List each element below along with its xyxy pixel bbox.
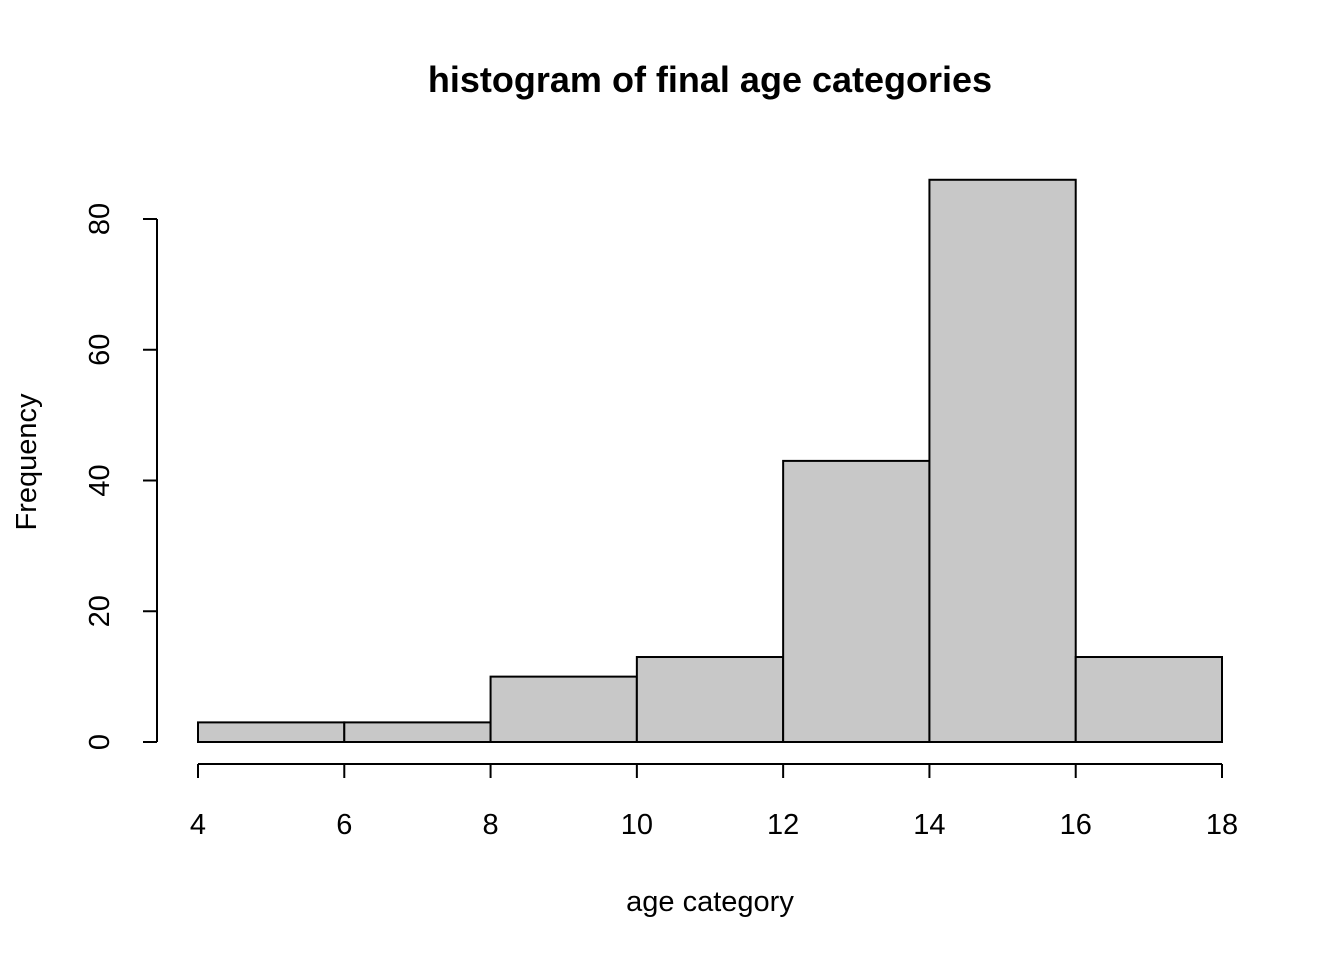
y-tick-label-60: 60 — [84, 334, 116, 366]
x-tick-label-8: 8 — [483, 809, 499, 841]
y-tick-label-0: 0 — [84, 734, 116, 750]
bar-6-8 — [343, 721, 492, 744]
bar-12-14 — [782, 459, 931, 743]
x-axis: 4 6 8 10 12 14 16 18 — [190, 763, 1238, 841]
bar-16-18 — [1074, 656, 1223, 744]
chart-title: histogram of final age categories — [428, 59, 992, 100]
x-tick-label-14: 14 — [913, 809, 945, 841]
y-tick-label-80: 80 — [84, 203, 116, 235]
x-tick-label-18: 18 — [1206, 809, 1238, 841]
y-axis: 0 20 40 60 80 — [84, 203, 158, 750]
y-tick-label-20: 20 — [84, 595, 116, 627]
x-tick-label-16: 16 — [1060, 809, 1092, 841]
y-axis-label: Frequency — [11, 393, 43, 531]
bar-10-12 — [635, 656, 785, 744]
y-tick-label-40: 40 — [84, 464, 116, 496]
x-tick-label-10: 10 — [621, 809, 653, 841]
bars-group — [197, 178, 1223, 744]
x-axis-label: age category — [626, 886, 794, 918]
bar-8-10 — [489, 675, 638, 743]
bar-4-6 — [197, 721, 346, 744]
x-tick-label-4: 4 — [190, 809, 206, 841]
x-tick-label-6: 6 — [336, 809, 352, 841]
bar-14-16 — [928, 178, 1077, 743]
x-tick-label-12: 12 — [767, 809, 799, 841]
